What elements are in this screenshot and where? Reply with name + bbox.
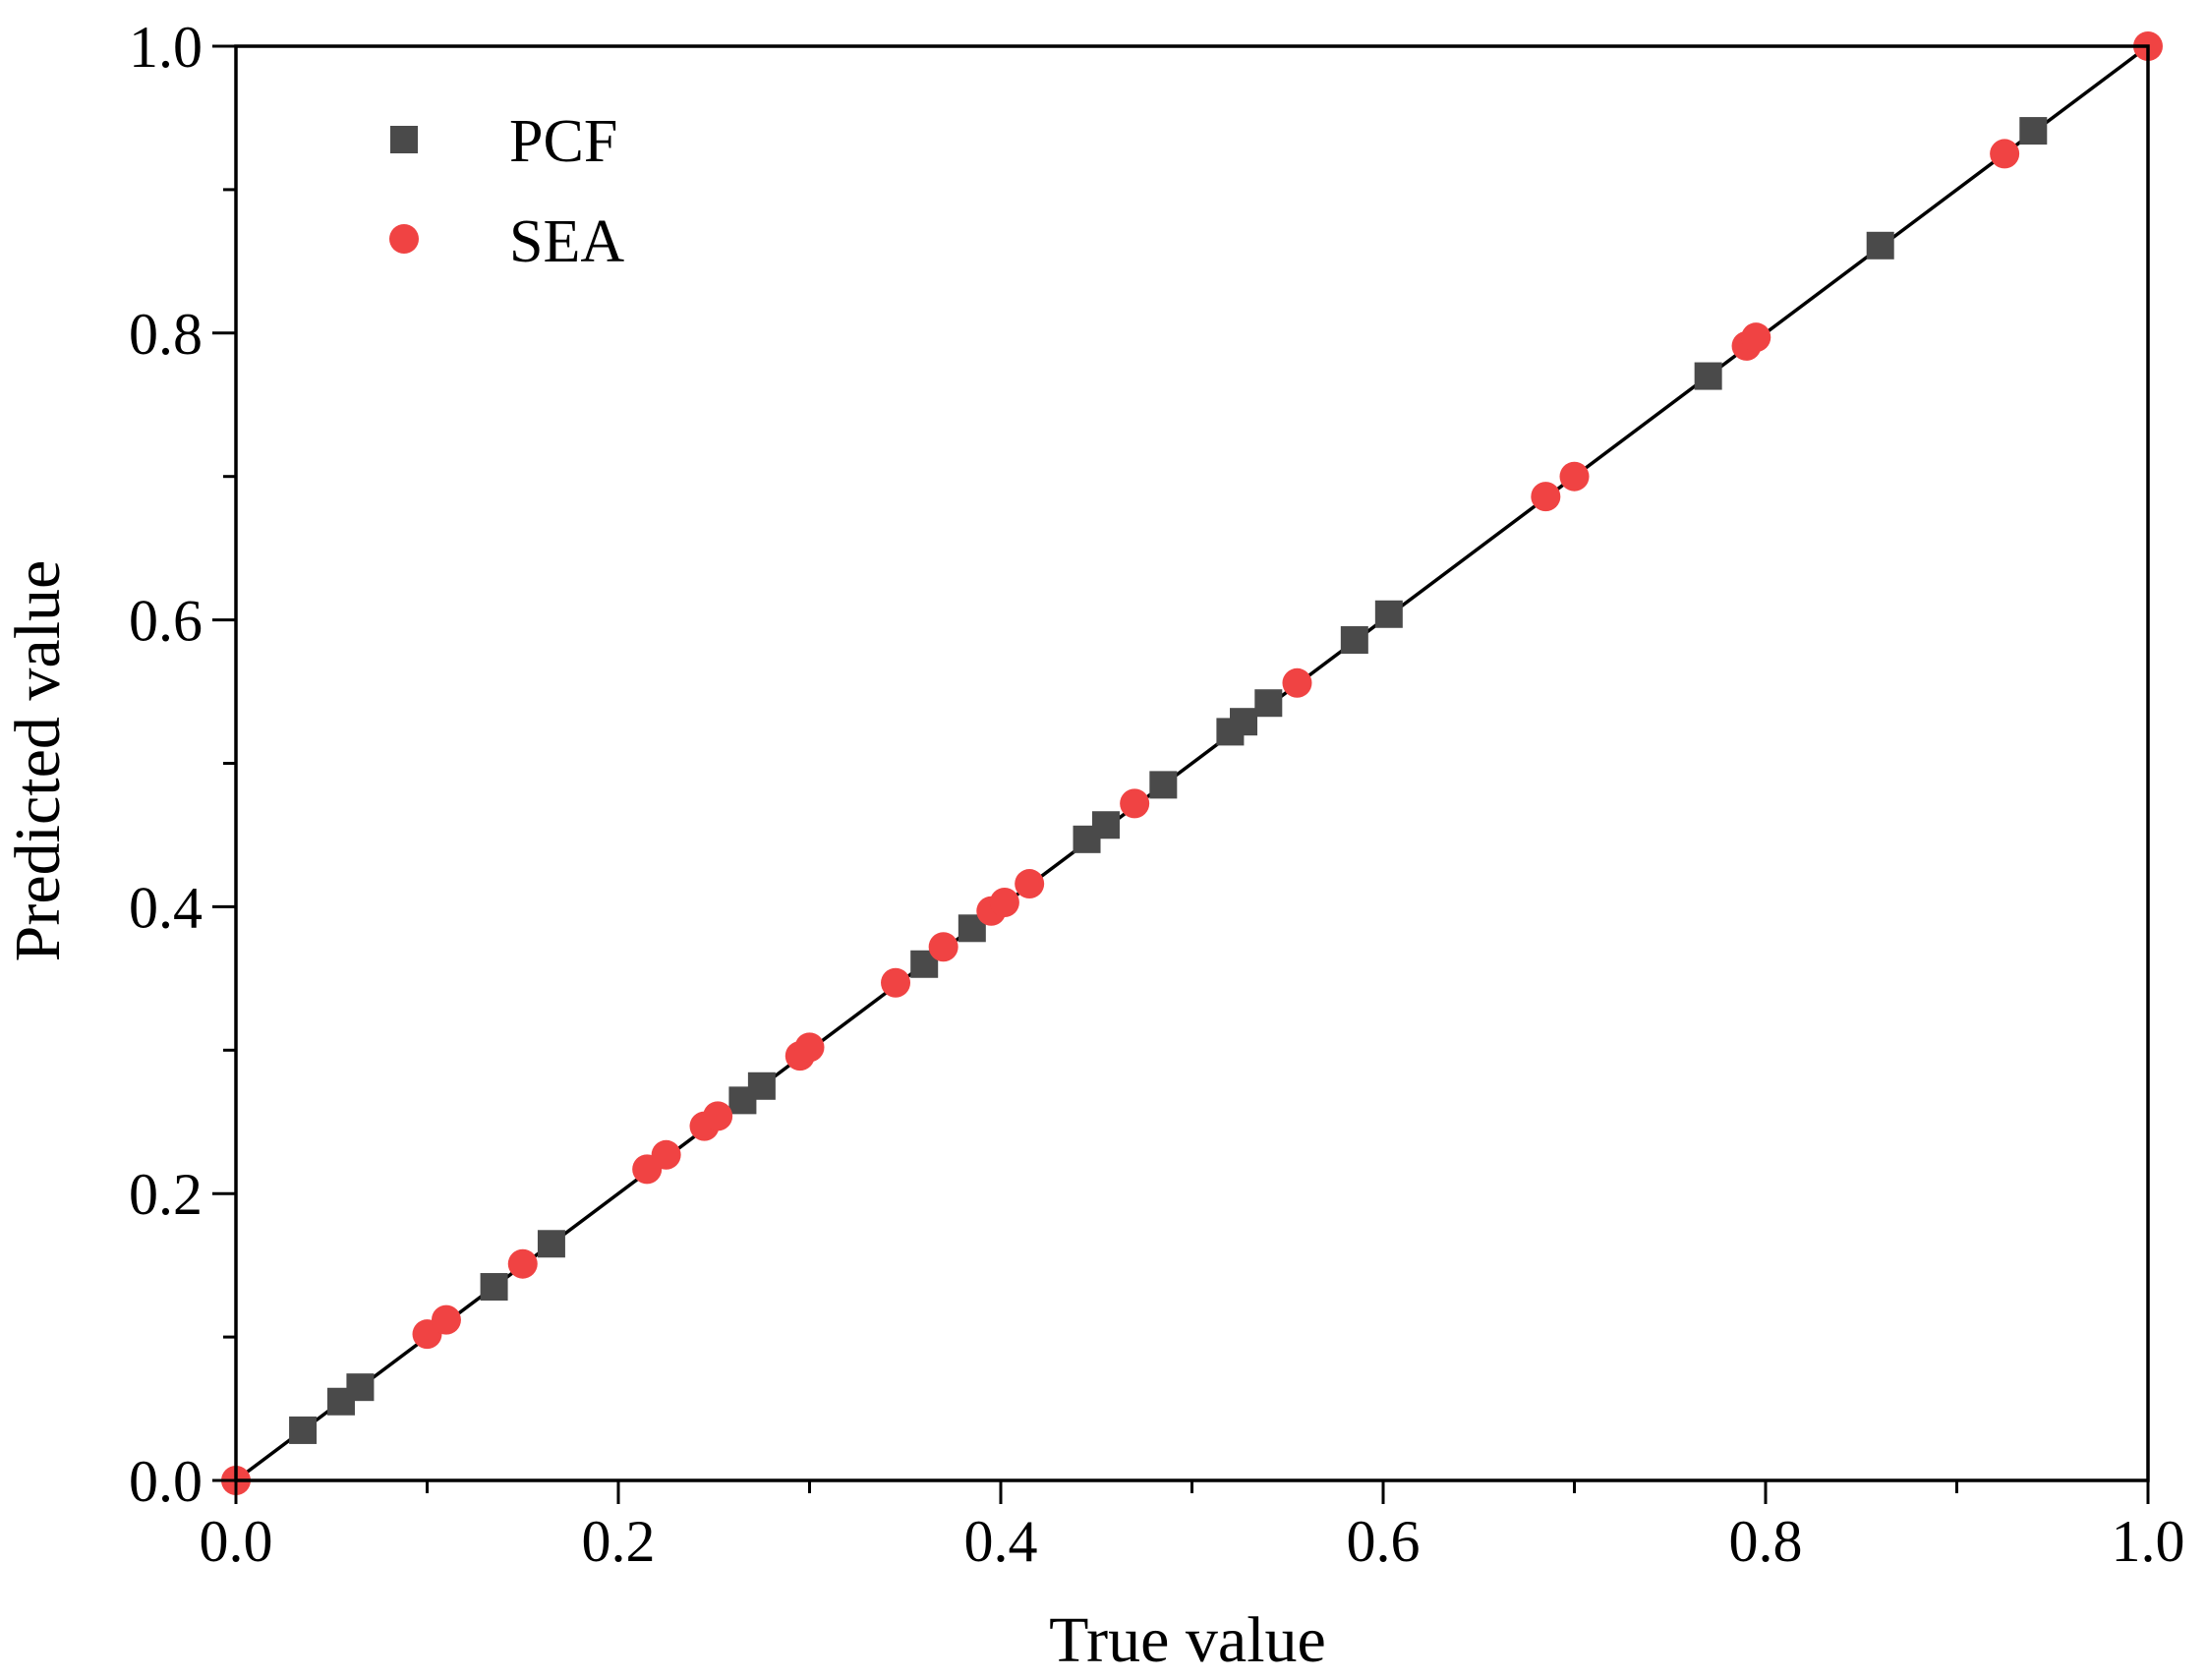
sea-point [928, 932, 958, 962]
pcf-point [480, 1273, 508, 1302]
sea-point [1282, 667, 1312, 698]
sea-point [1531, 482, 1561, 512]
legend-pcf-marker [390, 126, 418, 153]
y-tick-label: 1.0 [129, 15, 203, 80]
sea-point [703, 1101, 733, 1131]
y-tick-label: 0.4 [129, 875, 203, 940]
pcf-point [537, 1230, 565, 1258]
data-points-layer [221, 31, 2163, 1495]
sea-point [1741, 322, 1771, 353]
sea-point [431, 1304, 461, 1335]
pcf-point [1230, 708, 1258, 736]
pcf-point [1340, 626, 1368, 655]
pcf-point [1694, 362, 1722, 390]
sea-point [989, 888, 1019, 918]
legend: PCF SEA [389, 108, 624, 275]
sea-point [1990, 139, 2020, 169]
sea-point [1120, 788, 1150, 819]
pcf-point [1091, 811, 1120, 840]
pcf-point [1149, 771, 1178, 799]
x-tick-label: 0.6 [1347, 1509, 1421, 1574]
legend-pcf-label: PCF [509, 108, 617, 175]
pcf-point [346, 1373, 375, 1402]
ticks-layer: 0.0 0.2 0.4 0.6 0.8 1.0 0.0 0.2 0.4 0.6 0.8 1.0 [129, 15, 2185, 1574]
pcf-point [1866, 231, 1894, 260]
pcf-point [289, 1416, 318, 1444]
sea-point [507, 1248, 538, 1279]
x-tick-label: 0.4 [964, 1509, 1038, 1574]
pcf-point [1254, 689, 1283, 718]
y-tick-label: 0.8 [129, 302, 203, 367]
x-tick-label: 0.0 [200, 1509, 273, 1574]
x-tick-label: 0.8 [1729, 1509, 1803, 1574]
y-axis-title: Predicted value [2, 560, 74, 962]
y-tick-label: 0.0 [129, 1449, 203, 1514]
y-tick-label: 0.6 [129, 589, 203, 654]
sea-point [881, 967, 911, 998]
x-axis-title: True value [1049, 1604, 1326, 1676]
pcf-point [747, 1072, 776, 1100]
sea-point [651, 1139, 681, 1170]
pcf-point [1374, 600, 1403, 628]
x-tick-label: 0.2 [582, 1509, 656, 1574]
sea-point [794, 1032, 825, 1063]
y-tick-label: 0.2 [129, 1162, 203, 1227]
x-tick-label: 1.0 [2112, 1509, 2185, 1574]
pcf-point [2019, 117, 2048, 145]
sea-point [1559, 461, 1590, 492]
sea-point [1015, 869, 1045, 899]
legend-sea-label: SEA [509, 208, 624, 275]
legend-sea-marker [389, 224, 419, 254]
